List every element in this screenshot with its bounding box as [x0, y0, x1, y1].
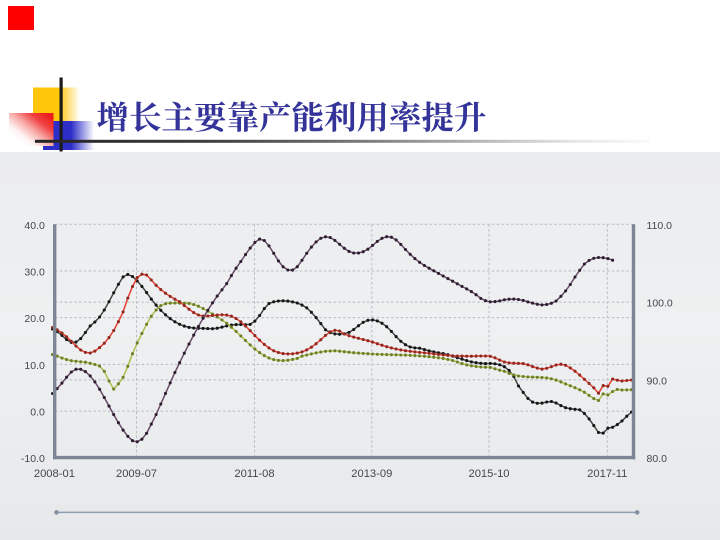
svg-text:20.0: 20.0: [24, 313, 45, 325]
svg-text:2011-08: 2011-08: [234, 468, 274, 480]
svg-text:2009-07: 2009-07: [116, 468, 157, 480]
svg-text:80.0: 80.0: [647, 453, 668, 465]
svg-text:2013-09: 2013-09: [351, 468, 392, 480]
svg-text:110.0: 110.0: [647, 220, 673, 232]
svg-text:10.0: 10.0: [24, 360, 45, 372]
svg-text:0.0: 0.0: [30, 407, 45, 419]
svg-text:100.0: 100.0: [647, 298, 673, 310]
svg-text:-10.0: -10.0: [21, 453, 45, 465]
svg-text:30.0: 30.0: [24, 267, 45, 279]
svg-text:2008-01: 2008-01: [34, 468, 75, 480]
svg-text:40.0: 40.0: [24, 220, 45, 232]
svg-text:90.0: 90.0: [647, 375, 668, 387]
svg-text:2015-10: 2015-10: [468, 468, 509, 480]
svg-text:2017-11: 2017-11: [587, 468, 627, 480]
